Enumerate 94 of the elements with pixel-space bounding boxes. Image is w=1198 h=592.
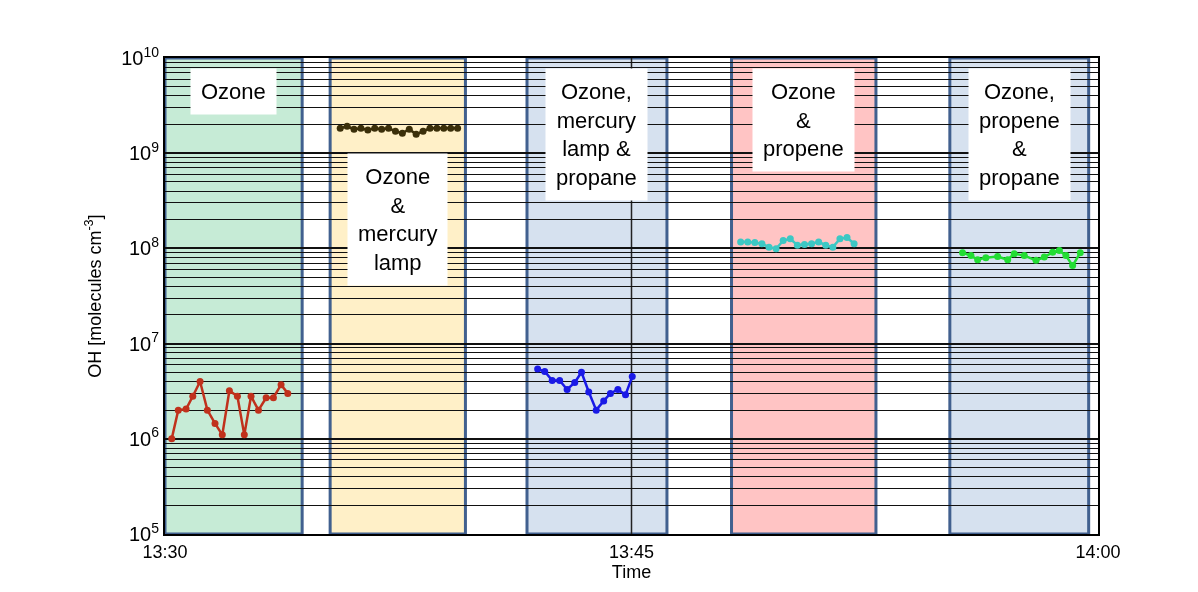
point xyxy=(793,241,801,249)
band-label: Ozone xyxy=(201,79,266,104)
point xyxy=(240,431,248,439)
band-label: Ozone, propene & propane xyxy=(979,79,1060,190)
point xyxy=(744,238,752,246)
point xyxy=(800,240,808,248)
point xyxy=(829,243,837,251)
point xyxy=(350,125,358,133)
point xyxy=(1055,247,1063,255)
point xyxy=(218,431,226,439)
point xyxy=(622,391,630,399)
point xyxy=(1049,248,1057,256)
point xyxy=(357,124,365,132)
point xyxy=(556,376,564,384)
y-tick-label: 10$^{7}$ xyxy=(128,329,160,355)
point xyxy=(843,234,851,242)
point xyxy=(758,240,766,248)
point xyxy=(1062,252,1070,260)
point xyxy=(364,126,372,134)
point xyxy=(247,392,255,400)
point xyxy=(1004,256,1012,264)
point xyxy=(182,405,190,413)
point xyxy=(440,124,448,132)
point xyxy=(808,240,816,248)
point xyxy=(284,389,292,397)
point xyxy=(1032,256,1040,264)
point xyxy=(548,376,556,384)
point xyxy=(772,245,780,253)
y-tick-label: 10$^{9}$ xyxy=(128,138,160,165)
point xyxy=(211,419,219,427)
point xyxy=(628,373,636,381)
band-label: Ozone & propene xyxy=(763,79,844,162)
point xyxy=(815,238,823,246)
point xyxy=(378,125,386,133)
point xyxy=(269,394,277,402)
point xyxy=(982,254,990,262)
point xyxy=(343,122,351,130)
band-label: Ozone & mercury lamp xyxy=(358,164,438,275)
point xyxy=(563,385,571,393)
point xyxy=(779,237,787,245)
point xyxy=(412,130,420,138)
x-tick-label: 13:45 xyxy=(608,541,655,562)
x-tick-label: 14:00 xyxy=(1075,541,1121,562)
point xyxy=(433,124,441,132)
point xyxy=(203,406,211,414)
point xyxy=(822,241,830,249)
point xyxy=(751,239,759,247)
point xyxy=(994,253,1002,261)
point xyxy=(959,249,967,257)
point xyxy=(405,125,413,133)
point xyxy=(447,124,455,132)
point xyxy=(454,124,462,132)
point xyxy=(786,235,794,243)
point xyxy=(850,240,858,248)
point xyxy=(974,256,982,264)
point xyxy=(967,252,975,260)
x-axis-title: Time xyxy=(611,561,652,582)
point xyxy=(585,388,593,396)
point xyxy=(419,127,427,135)
point xyxy=(614,385,622,393)
point xyxy=(371,124,379,132)
point xyxy=(534,365,542,373)
point xyxy=(737,238,745,246)
point xyxy=(1010,250,1018,258)
point xyxy=(765,243,773,251)
point xyxy=(277,381,285,389)
point xyxy=(398,129,406,137)
point xyxy=(571,379,579,387)
point xyxy=(1020,252,1028,260)
point xyxy=(606,389,614,397)
point xyxy=(196,377,204,385)
point xyxy=(262,394,270,402)
point xyxy=(391,127,399,135)
point xyxy=(577,368,585,376)
point xyxy=(592,406,600,414)
point xyxy=(600,397,608,405)
point xyxy=(233,392,241,400)
y-tick-label: 10$^{8}$ xyxy=(128,234,160,260)
point xyxy=(174,406,182,414)
band-label: Ozone, mercury lamp & propane xyxy=(556,79,637,190)
point xyxy=(426,124,434,132)
point xyxy=(336,124,344,132)
point xyxy=(836,235,844,243)
point xyxy=(1040,253,1048,261)
point xyxy=(1076,249,1084,257)
point xyxy=(168,435,176,443)
point xyxy=(189,392,197,400)
point xyxy=(541,367,549,375)
point xyxy=(254,406,262,414)
point xyxy=(1069,262,1077,270)
point xyxy=(225,387,233,395)
y-tick-label: 10$^{10}$ xyxy=(121,43,160,69)
point xyxy=(385,124,393,132)
y-tick-label: 10$^{6}$ xyxy=(128,424,160,450)
